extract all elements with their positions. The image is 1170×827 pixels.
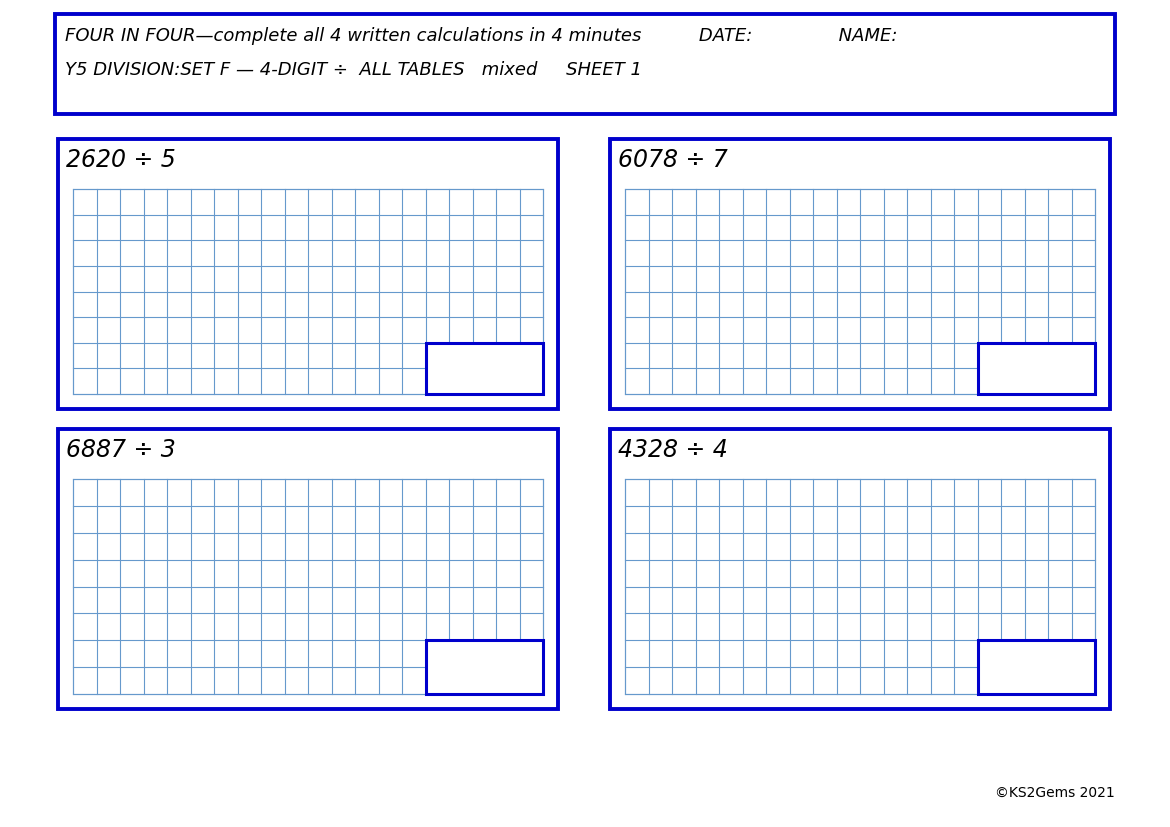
Text: Y5 DIVISION:SET F — 4-DIGIT ÷  ALL TABLES   mixed     SHEET 1: Y5 DIVISION:SET F — 4-DIGIT ÷ ALL TABLES… (66, 61, 642, 79)
Text: 4328 ÷ 4: 4328 ÷ 4 (618, 437, 728, 461)
Bar (58, 140, 558, 409)
Bar (610, 429, 1110, 709)
Bar (977, 343, 1095, 394)
Text: 2620 ÷ 5: 2620 ÷ 5 (66, 148, 176, 172)
Text: 6078 ÷ 7: 6078 ÷ 7 (618, 148, 728, 172)
Bar (55, 15, 1115, 115)
Text: FOUR IN FOUR—complete all 4 written calculations in 4 minutes          DATE:    : FOUR IN FOUR—complete all 4 written calc… (66, 27, 897, 45)
Bar (426, 640, 543, 694)
Bar (625, 189, 1095, 394)
Bar (73, 480, 543, 694)
Bar (610, 140, 1110, 409)
Text: 6887 ÷ 3: 6887 ÷ 3 (66, 437, 176, 461)
Bar (625, 480, 1095, 694)
Bar (58, 429, 558, 709)
Bar (977, 640, 1095, 694)
Text: ©KS2Gems 2021: ©KS2Gems 2021 (996, 785, 1115, 799)
Bar (426, 343, 543, 394)
Bar (73, 189, 543, 394)
